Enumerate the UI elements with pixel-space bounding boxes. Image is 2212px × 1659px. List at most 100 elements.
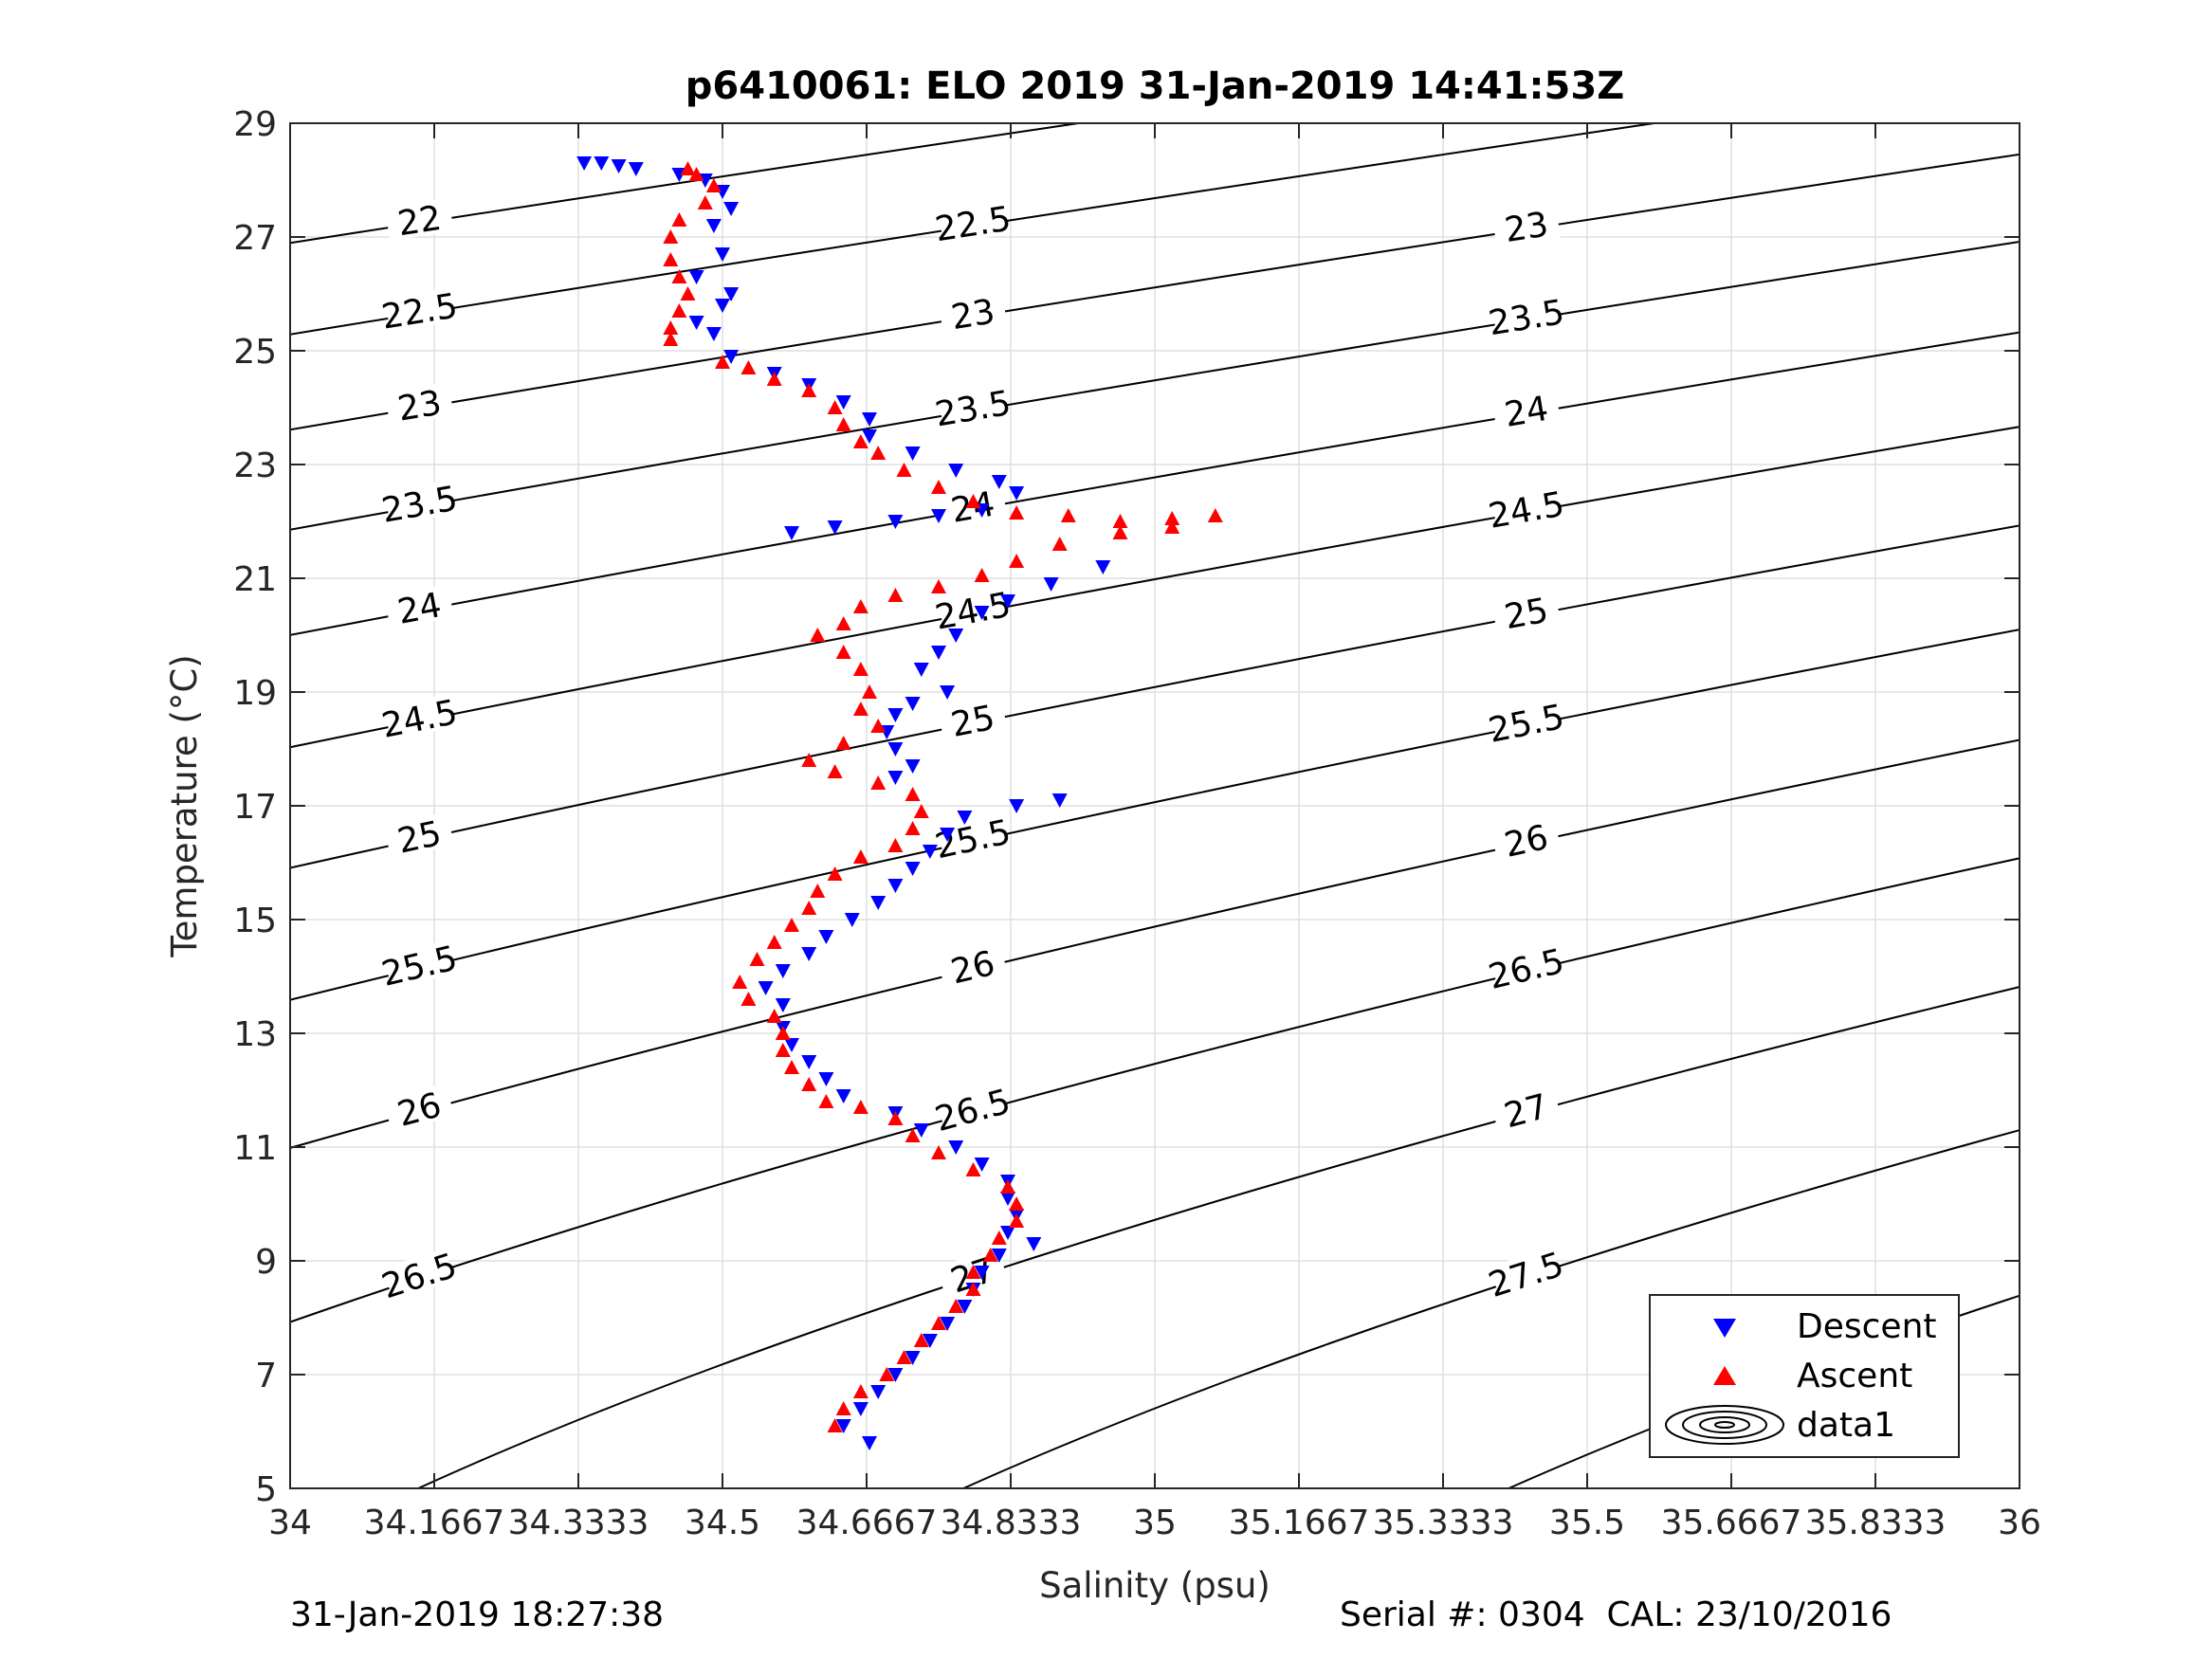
descent-point [835,1089,851,1103]
descent-point [957,1300,973,1314]
ascent-point [715,355,730,369]
y-tick-label: 29 [233,105,277,144]
isopycnal-label: 25 [1502,592,1552,638]
ascent-point [766,372,782,386]
y-tick-label: 9 [255,1243,277,1282]
isopycnal-label-bg [938,200,1008,245]
isopycnal-label: 23 [1502,206,1550,250]
ascent-point [1000,1179,1015,1194]
isopycnal-line [290,857,2020,1323]
isopycnal-label-bg [1490,1084,1562,1135]
descent-point [1000,1226,1015,1240]
legend-label-ascent: Ascent [1797,1357,1912,1395]
descent-point [940,1317,956,1331]
descent-point [784,526,799,540]
ascent-point [784,1060,799,1074]
descent-point [887,742,904,757]
ascent-point [680,286,696,301]
ascent-point [663,332,679,346]
ascent-point [766,935,782,949]
ascent-point [1207,508,1223,522]
descent-point [905,759,921,774]
ascent-point [827,1418,843,1432]
isopycnal-label-bg [1491,293,1561,338]
isopycnal-label-bg [383,811,454,860]
descent-point [887,771,904,785]
x-tick-label: 35.1667 [1229,1504,1370,1542]
ascent-point [835,736,851,750]
descent-point [705,327,722,341]
x-tick-label: 35.5 [1549,1504,1625,1542]
ascent-point [775,1026,791,1040]
descent-point [715,299,730,313]
ascent-point [852,662,868,676]
isopycnal-label: 25 [948,699,998,745]
ascent-point [663,229,679,244]
descent-point [870,896,887,910]
series-ascent [663,161,1223,1432]
ascent-point [671,212,687,227]
isopycnal-line [962,1129,2020,1488]
descent-point [991,475,1007,489]
ascent-point [688,167,704,181]
x-tick-labels: 34 34.1667 34.3333 34.5 34.6667 34.8333 35 35.1… [268,1504,2041,1542]
isopycnal-line [290,738,2020,1149]
descent-point [1095,560,1111,574]
ascent-point [827,866,843,881]
descent-point [940,685,956,700]
ascent-point [818,1094,834,1108]
ascent-point [766,1009,782,1023]
descent-point [887,879,904,893]
ascent-point [663,320,679,335]
ascent-point [697,195,713,210]
descent-point [887,708,904,722]
isopycnal-line [290,240,2020,531]
descent-point [862,412,877,427]
ascent-point [905,821,921,835]
isopycnal-label: 24 [1502,390,1551,435]
ascent-point [801,753,817,767]
isopycnal-label: 25 [394,814,445,862]
descent-point [1000,1192,1015,1206]
ascent-point [887,588,904,602]
x-tick-label: 35.6667 [1661,1504,1802,1542]
x-tick-label: 34 [268,1504,312,1542]
ascent-point [810,628,826,642]
descent-point [688,316,704,330]
ascent-point [1009,1213,1025,1228]
descent-point [801,947,817,961]
legend-label-data1: data1 [1797,1406,1895,1445]
descent-point [887,515,904,529]
descent-point [844,913,860,927]
ascent-point [852,599,868,613]
descent-point [1000,594,1015,609]
isopycnal-label-bg [936,1084,1008,1134]
ascent-point [982,1248,998,1262]
x-tick-label: 34.3333 [508,1504,649,1542]
ascent-point [862,684,877,699]
y-tick-label: 15 [233,902,277,940]
ascent-point [1164,511,1180,525]
ascent-point [1051,537,1068,551]
descent-point [723,350,740,364]
ascent-point [974,568,990,582]
isopycnal-label: 26 [1501,818,1551,866]
ascent-point [948,1299,964,1313]
ascent-point [887,1111,904,1125]
ascent-point [965,1282,981,1296]
isopycnal-line [290,331,2020,636]
contour-legend-icon [1665,1405,1784,1445]
descent-point [818,1072,834,1086]
ascent-point [852,434,868,448]
data-series [576,156,1223,1450]
descent-point [775,964,791,978]
descent-point [835,395,851,410]
ascent-point [852,1100,868,1114]
ascent-point [740,992,757,1006]
isopycnal-label-bg [1490,943,1562,992]
ascent-point [991,1231,1007,1245]
descent-point [974,606,990,620]
isopycnal-label: 23 [948,292,997,337]
ascent-point [879,1367,895,1381]
descent-point [862,429,877,444]
